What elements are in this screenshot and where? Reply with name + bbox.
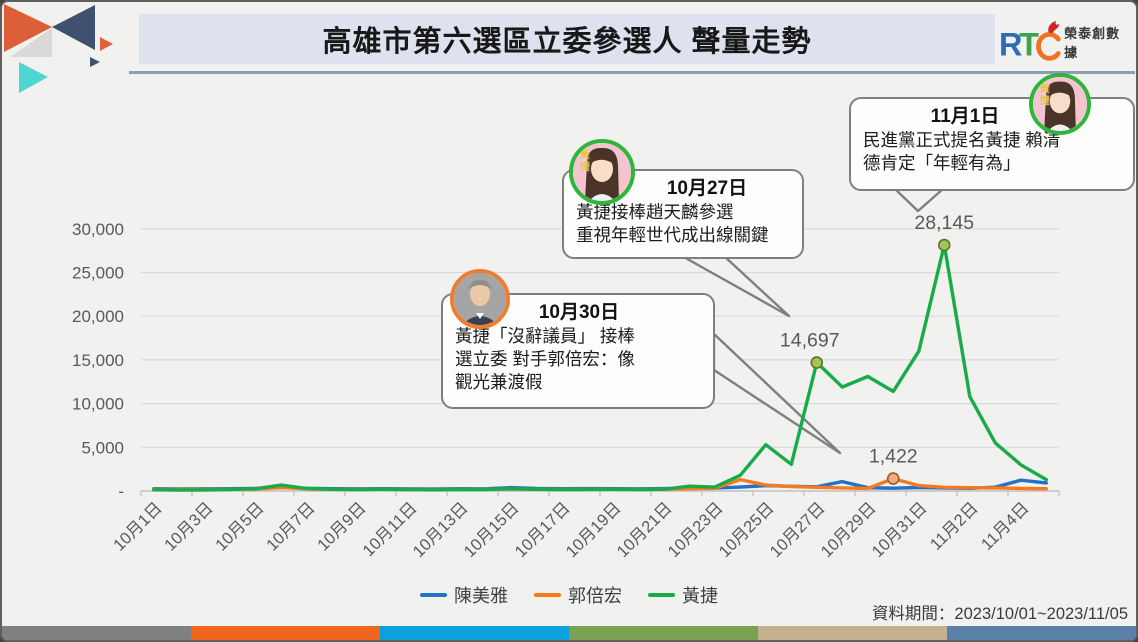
callout-oct30-line2: 選立委 對手郭倍宏：像 [455, 348, 635, 369]
legend-swatch-orange [534, 593, 561, 597]
corner-triangles-logo [4, 4, 113, 93]
x-axis-tick-label: 10月23日 [665, 499, 727, 561]
callout-pointer [712, 332, 842, 455]
flame-icon [1048, 20, 1060, 34]
y-axis-tick-label: 10,000 [72, 395, 124, 414]
rtc-logo: R T 榮泰創數據 [999, 18, 1131, 66]
rtc-company-name: 榮泰創數據 [1064, 26, 1121, 60]
x-axis-tick-label: 10月25日 [716, 499, 778, 561]
x-axis-tick-label: 10月13日 [410, 499, 472, 561]
data-point-label: 28,145 [914, 212, 974, 234]
legend-swatch-blue [420, 593, 447, 597]
x-axis-tick-label: 10月17日 [512, 499, 574, 561]
data-period-label: 資料期間：2023/10/01~2023/11/05 [871, 605, 1128, 623]
footer-stripe [947, 626, 1136, 640]
x-axis-tick-label: 11月4日 [978, 499, 1033, 554]
x-axis-tick-label: 10月21日 [614, 499, 676, 561]
series-line-黃捷 [152, 243, 1049, 492]
svg-text:T: T [1019, 26, 1039, 62]
footer-color-stripes [2, 626, 1136, 640]
huang-jie-avatar: 黃捷 [1029, 73, 1091, 135]
y-axis-tick-label: 25,000 [72, 264, 124, 283]
callout-oct30: 10月30日 黃捷「沒辭議員」 接棒 選立委 對手郭倍宏：像 觀光兼渡假 [441, 293, 715, 409]
callout-oct30-date: 10月30日 [538, 302, 620, 323]
svg-text:R: R [999, 26, 1022, 62]
rtc-letters-icon: R T [999, 20, 1061, 62]
data-point-marker [937, 238, 951, 252]
footer-stripe [2, 626, 191, 640]
x-axis-tick-label: 10月1日 [110, 499, 166, 555]
huang-jie-avatar: 黃捷 [569, 139, 635, 205]
callout-oct30-line1: 黃捷「沒辭議員」 接棒 [455, 325, 635, 346]
x-axis-tick-label: 10月31日 [869, 499, 931, 561]
data-point-label: 1,422 [869, 446, 918, 468]
footer-stripe [569, 626, 758, 640]
footer-stripe [758, 626, 947, 640]
data-point-marker [886, 472, 900, 485]
avatar-name-tag: 黃捷 [577, 149, 588, 173]
callout-oct27-line2: 重視年輕世代成出線關鍵 [576, 224, 769, 245]
x-axis-tick-label: 10月3日 [161, 499, 217, 555]
kuo-pei-hung-avatar [450, 269, 510, 329]
footer-stripe [380, 626, 569, 640]
x-axis-tick-label: 11月2日 [927, 499, 982, 554]
legend: 陳美雅 郭倍宏 黃捷 [2, 583, 1136, 607]
page-title: 高雄市第六選區立委參選人 聲量走勢 [322, 26, 812, 58]
y-axis-tick-label: 20,000 [72, 307, 124, 326]
data-point-label: 14,697 [780, 330, 840, 352]
avatar-name-tag: 黃捷 [1037, 83, 1048, 107]
legend-item-huang-jie: 黃捷 [648, 582, 718, 608]
x-axis-tick-label: 10月29日 [818, 499, 880, 561]
footer-stripe [191, 626, 380, 640]
callout-nov1-date: 11月1日 [930, 106, 1000, 127]
x-axis-tick-label: 10月27日 [767, 499, 829, 561]
callout-oct27-line1: 黃捷接棒趙天麟參選 [576, 201, 734, 222]
x-axis-tick-label: 10月7日 [263, 499, 319, 555]
y-axis-tick-label: - [118, 482, 124, 501]
callout-nov1-line2: 德肯定「年輕有為」 [863, 152, 1021, 173]
x-axis-tick-label: 10月5日 [212, 499, 268, 555]
x-axis-tick-label: 10月19日 [563, 499, 625, 561]
y-axis-tick-label: 30,000 [72, 220, 124, 239]
callout-nov1: 11月1日 民進黨正式提名黃捷 賴清 德肯定「年輕有為」 [849, 97, 1135, 191]
x-axis-tick-label: 10月15日 [461, 499, 523, 561]
callout-oct27-date: 10月27日 [666, 178, 748, 199]
legend-item-kuo-pei-hung: 郭倍宏 [534, 582, 622, 608]
title-underline [129, 71, 1135, 74]
title-bar: 高雄市第六選區立委參選人 聲量走勢 [139, 14, 995, 64]
data-point-marker [810, 356, 824, 369]
legend-swatch-green [648, 593, 675, 597]
callout-nov1-line1: 民進黨正式提名黃捷 賴清 [863, 129, 1061, 150]
legend-item-chen-mei-ya: 陳美雅 [420, 582, 508, 608]
y-axis-tick-label: 15,000 [72, 351, 124, 370]
y-axis-tick-label: 5,000 [81, 438, 124, 457]
callout-oct30-line3: 觀光兼渡假 [455, 371, 543, 392]
callout-pointer [893, 187, 945, 213]
